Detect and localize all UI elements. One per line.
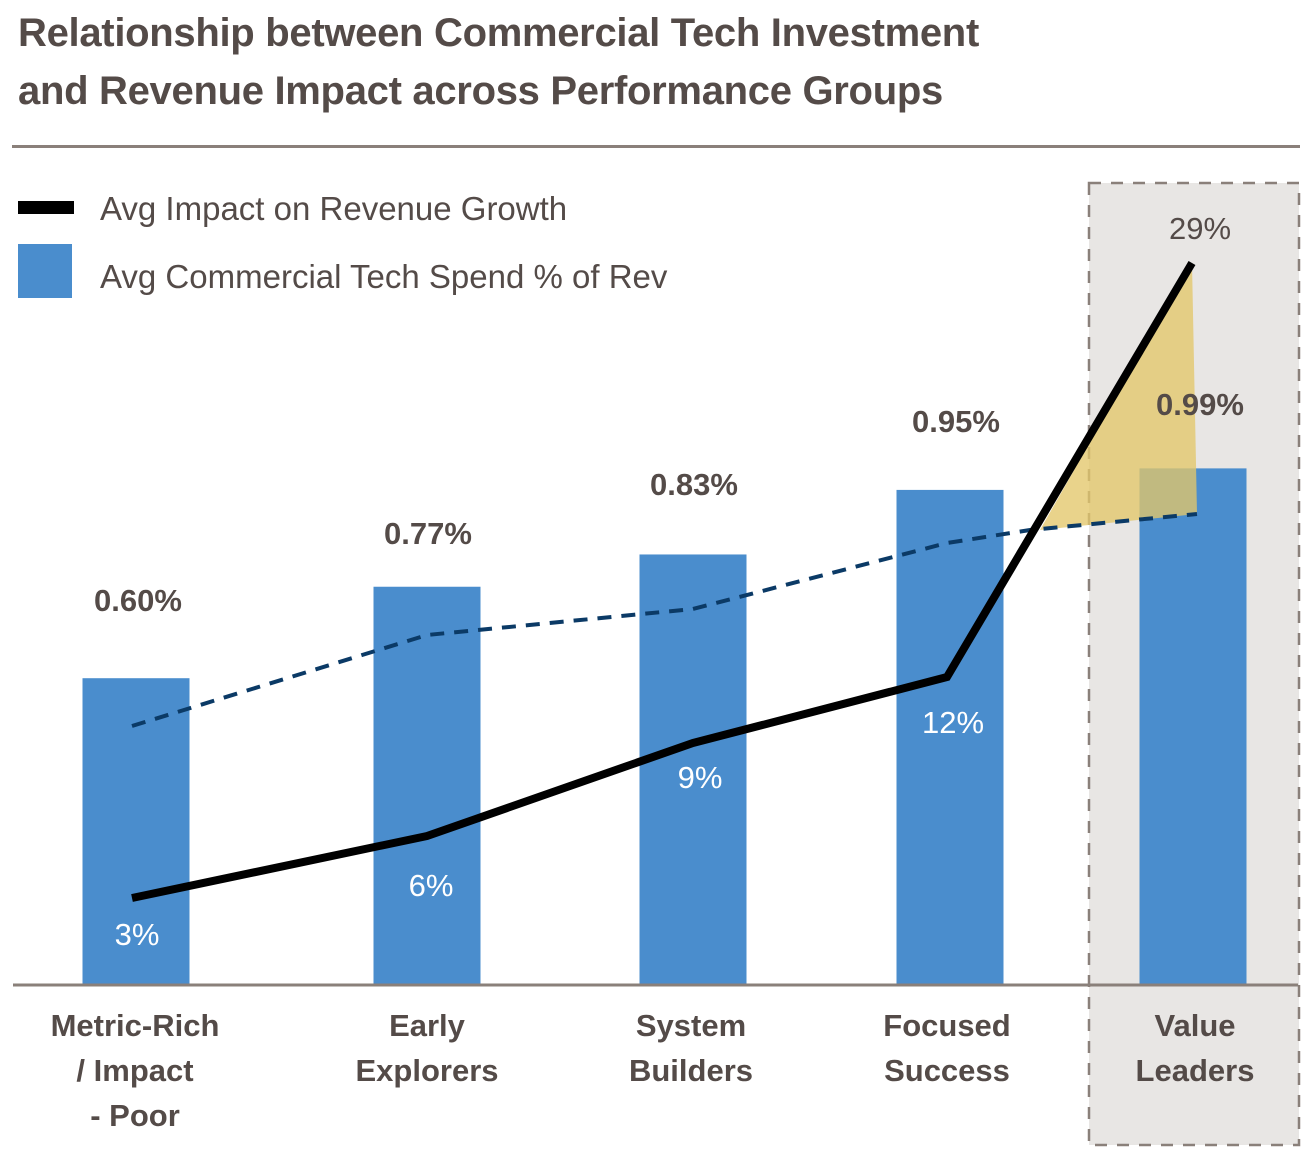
- trend-line: [131, 512, 1198, 728]
- legend-line-swatch: [18, 201, 74, 214]
- bar-value-label-2: 0.83%: [650, 467, 738, 502]
- category-label-4-line-1: Leaders: [1136, 1053, 1255, 1088]
- category-label-2-line-1: Builders: [629, 1053, 753, 1088]
- line-value-label-2: 9%: [678, 760, 723, 795]
- highlight-wedge-layer: [1040, 263, 1197, 530]
- category-label-3-line-1: Success: [884, 1053, 1010, 1088]
- bar-3: [896, 489, 1004, 985]
- legend-line-label: Avg Impact on Revenue Growth: [100, 190, 567, 227]
- category-labels: Metric-Rich / Impact - Poor Early Explorers S…: [51, 1008, 1255, 1133]
- revenue-line-layer: [131, 260, 1196, 902]
- bar-value-label-4: 0.99%: [1156, 387, 1244, 422]
- category-label-1-line-0: Early: [389, 1008, 466, 1043]
- category-label-0-line-0: Metric-Rich: [51, 1008, 220, 1043]
- bar-1: [373, 586, 481, 985]
- line-value-label-4: 29%: [1169, 211, 1231, 246]
- bar-series: [82, 468, 1247, 985]
- category-label-0-line-1: / Impact: [76, 1053, 193, 1088]
- bar-value-label-1: 0.77%: [384, 516, 472, 551]
- legend-bar-swatch: [18, 244, 72, 298]
- category-label-2-line-0: System: [636, 1008, 746, 1043]
- bar-value-label-0: 0.60%: [94, 583, 182, 618]
- category-label-1-line-1: Explorers: [355, 1053, 498, 1088]
- trend-line-layer: [131, 512, 1198, 728]
- category-label-4-line-0: Value: [1155, 1008, 1236, 1043]
- chart-title-line-1: Relationship between Commercial Tech Inv…: [18, 11, 979, 55]
- highlight-wedge: [1040, 263, 1197, 530]
- bar-2: [639, 554, 747, 985]
- legend-bar-label: Avg Commercial Tech Spend % of Rev: [100, 258, 668, 295]
- bar-0: [82, 678, 190, 985]
- title-divider: [12, 145, 1300, 148]
- legend: Avg Impact on Revenue Growth Avg Commerc…: [18, 190, 668, 298]
- category-label-0-line-2: - Poor: [90, 1098, 180, 1133]
- bar-value-label-3: 0.95%: [912, 404, 1000, 439]
- chart-title-line-2: and Revenue Impact across Performance Gr…: [18, 69, 943, 113]
- bar-4: [1139, 468, 1247, 985]
- category-label-3-line-0: Focused: [883, 1008, 1010, 1043]
- line-value-label-3: 12%: [922, 705, 984, 740]
- data-labels: 0.60% 0.77% 0.83% 0.95% 0.99% 3% 6% 9% 12% 29%: [94, 211, 1244, 952]
- line-value-label-1: 6%: [409, 868, 454, 903]
- chart-title: Relationship between Commercial Tech Inv…: [18, 4, 1218, 120]
- line-value-label-0: 3%: [115, 917, 160, 952]
